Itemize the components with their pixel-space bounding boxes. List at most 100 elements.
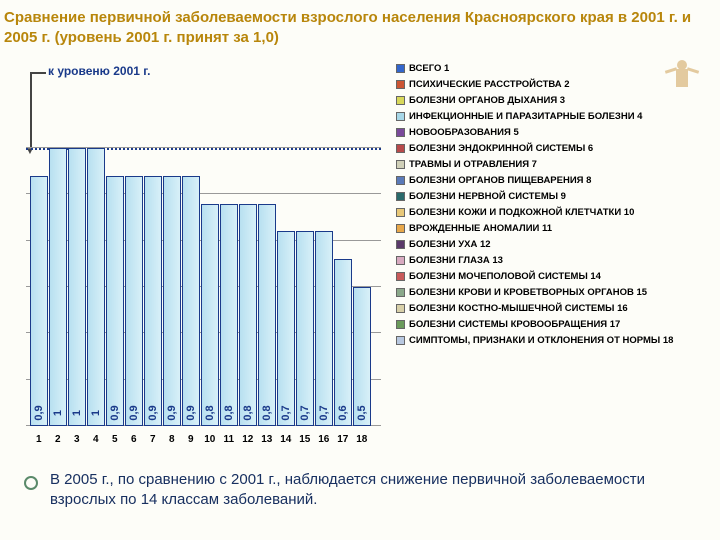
bar-value-label: 0,8 — [204, 405, 216, 420]
bar-value-label: 0,9 — [185, 405, 197, 420]
x-label: 8 — [163, 434, 181, 445]
x-label: 5 — [106, 434, 124, 445]
x-label: 16 — [315, 434, 333, 445]
legend-label: ТРАВМЫ И ОТРАВЛЕНИЯ 7 — [409, 160, 537, 170]
legend-item: БОЛЕЗНИ СИСТЕМЫ КРОВООБРАЩЕНИЯ 17 — [396, 320, 686, 330]
legend-swatch — [396, 64, 405, 73]
legend-swatch — [396, 192, 405, 201]
legend-item: ТРАВМЫ И ОТРАВЛЕНИЯ 7 — [396, 160, 686, 170]
legend-swatch — [396, 224, 405, 233]
arrow-connector — [30, 72, 46, 74]
x-label: 15 — [296, 434, 314, 445]
legend-item: БОЛЕЗНИ КОСТНО-МЫШЕЧНОЙ СИСТЕМЫ 16 — [396, 304, 686, 314]
legend-swatch — [396, 240, 405, 249]
legend-label: БОЛЕЗНИ НЕРВНОЙ СИСТЕМЫ 9 — [409, 192, 566, 202]
bar: 0,9 — [144, 176, 162, 426]
bar: 0,9 — [182, 176, 200, 426]
legend-label: СИМПТОМЫ, ПРИЗНАКИ И ОТКЛОНЕНИЯ ОТ НОРМЫ… — [409, 336, 673, 346]
legend-label: ПСИХИЧЕСКИЕ РАССТРОЙСТВА 2 — [409, 80, 570, 90]
legend-label: ИНФЕКЦИОННЫЕ И ПАРАЗИТАРНЫЕ БОЛЕЗНИ 4 — [409, 112, 642, 122]
bar-value-label: 0,7 — [318, 405, 330, 420]
legend-item: ПСИХИЧЕСКИЕ РАССТРОЙСТВА 2 — [396, 80, 686, 90]
legend-item: БОЛЕЗНИ ОРГАНОВ ДЫХАНИЯ 3 — [396, 96, 686, 106]
bar: 0,5 — [353, 287, 371, 426]
bar-value-label: 0,7 — [280, 405, 292, 420]
legend-swatch — [396, 176, 405, 185]
x-label: 9 — [182, 434, 200, 445]
x-label: 18 — [353, 434, 371, 445]
bar-value-label: 0,6 — [337, 405, 349, 420]
bar-value-label: 1 — [52, 410, 64, 416]
legend-swatch — [396, 112, 405, 121]
bullet-icon — [24, 476, 38, 490]
legend-label: БОЛЕЗНИ ОРГАНОВ ПИЩЕВАРЕНИЯ 8 — [409, 176, 591, 186]
bar: 1 — [87, 148, 105, 426]
legend-swatch — [396, 304, 405, 313]
bar: 0,8 — [201, 204, 219, 426]
legend-label: НОВООБРАЗОВАНИЯ 5 — [409, 128, 519, 138]
legend-swatch — [396, 128, 405, 137]
bar: 0,8 — [239, 204, 257, 426]
x-label: 7 — [144, 434, 162, 445]
x-label: 4 — [87, 434, 105, 445]
bar: 0,8 — [220, 204, 238, 426]
bar: 0,7 — [315, 231, 333, 426]
bar-value-label: 0,9 — [128, 405, 140, 420]
legend-item: БОЛЕЗНИ ЭНДОКРИННОЙ СИСТЕМЫ 6 — [396, 144, 686, 154]
x-label: 13 — [258, 434, 276, 445]
bar-value-label: 1 — [90, 410, 102, 416]
legend-label: БОЛЕЗНИ МОЧЕПОЛОВОЙ СИСТЕМЫ 14 — [409, 272, 601, 282]
legend-item: БОЛЕЗНИ ОРГАНОВ ПИЩЕВАРЕНИЯ 8 — [396, 176, 686, 186]
legend-item: НОВООБРАЗОВАНИЯ 5 — [396, 128, 686, 138]
bar-value-label: 1 — [71, 410, 83, 416]
legend-swatch — [396, 208, 405, 217]
legend-label: БОЛЕЗНИ КРОВИ И КРОВЕТВОРНЫХ ОРГАНОВ 15 — [409, 288, 647, 298]
legend-label: БОЛЕЗНИ ОРГАНОВ ДЫХАНИЯ 3 — [409, 96, 565, 106]
legend-label: ВСЕГО 1 — [409, 64, 449, 74]
x-label: 10 — [201, 434, 219, 445]
bar-value-label: 0,9 — [33, 405, 45, 420]
bar: 0,9 — [106, 176, 124, 426]
legend-item: БОЛЕЗНИ НЕРВНОЙ СИСТЕМЫ 9 — [396, 192, 686, 202]
x-label: 12 — [239, 434, 257, 445]
reference-label: к уровеню 2001 г. — [48, 64, 150, 78]
bar-chart: 0,91110,90,90,90,90,90,80,80,80,80,70,70… — [26, 80, 381, 445]
legend-item: БОЛЕЗНИ КОЖИ И ПОДКОЖНОЙ КЛЕТЧАТКИ 10 — [396, 208, 686, 218]
bars-container: 0,9 1 1 1 0,9 0,9 0,9 0,9 0,9 0,8 0,8 0,8 0,8 0,7 0,7 0… — [30, 81, 381, 426]
bar-value-label: 0,5 — [356, 405, 368, 420]
bar: 0,9 — [125, 176, 143, 426]
x-label: 17 — [334, 434, 352, 445]
x-label: 14 — [277, 434, 295, 445]
bar: 1 — [68, 148, 86, 426]
bar-value-label: 0,8 — [223, 405, 235, 420]
bar: 0,7 — [296, 231, 314, 426]
legend-label: БОЛЕЗНИ СИСТЕМЫ КРОВООБРАЩЕНИЯ 17 — [409, 320, 620, 330]
legend-swatch — [396, 256, 405, 265]
legend-swatch — [396, 320, 405, 329]
footer-note: В 2005 г., по сравнению с 2001 г., наблю… — [50, 470, 660, 511]
legend-label: БОЛЕЗНИ КОЖИ И ПОДКОЖНОЙ КЛЕТЧАТКИ 10 — [409, 208, 634, 218]
bar-value-label: 0,8 — [242, 405, 254, 420]
legend-item: ИНФЕКЦИОННЫЕ И ПАРАЗИТАРНЫЕ БОЛЕЗНИ 4 — [396, 112, 686, 122]
x-label: 6 — [125, 434, 143, 445]
bar: 0,9 — [163, 176, 181, 426]
legend-item: БОЛЕЗНИ ГЛАЗА 13 — [396, 256, 686, 266]
legend-label: БОЛЕЗНИ ЭНДОКРИННОЙ СИСТЕМЫ 6 — [409, 144, 593, 154]
legend-swatch — [396, 272, 405, 281]
legend-swatch — [396, 80, 405, 89]
legend-item: СИМПТОМЫ, ПРИЗНАКИ И ОТКЛОНЕНИЯ ОТ НОРМЫ… — [396, 336, 686, 346]
legend-label: БОЛЕЗНИ ГЛАЗА 13 — [409, 256, 503, 266]
legend: ВСЕГО 1 ПСИХИЧЕСКИЕ РАССТРОЙСТВА 2 БОЛЕЗНИ… — [396, 64, 686, 352]
bar: 1 — [49, 148, 67, 426]
legend-label: БОЛЕЗНИ УХА 12 — [409, 240, 491, 250]
bar-value-label: 0,7 — [299, 405, 311, 420]
bar-value-label: 0,8 — [261, 405, 273, 420]
x-label: 3 — [68, 434, 86, 445]
bar-value-label: 0,9 — [147, 405, 159, 420]
legend-item: БОЛЕЗНИ МОЧЕПОЛОВОЙ СИСТЕМЫ 14 — [396, 272, 686, 282]
legend-swatch — [396, 336, 405, 345]
x-label: 11 — [220, 434, 238, 445]
legend-label: ВРОЖДЕННЫЕ АНОМАЛИИ 11 — [409, 224, 552, 234]
legend-label: БОЛЕЗНИ КОСТНО-МЫШЕЧНОЙ СИСТЕМЫ 16 — [409, 304, 628, 314]
bar-value-label: 0,9 — [166, 405, 178, 420]
